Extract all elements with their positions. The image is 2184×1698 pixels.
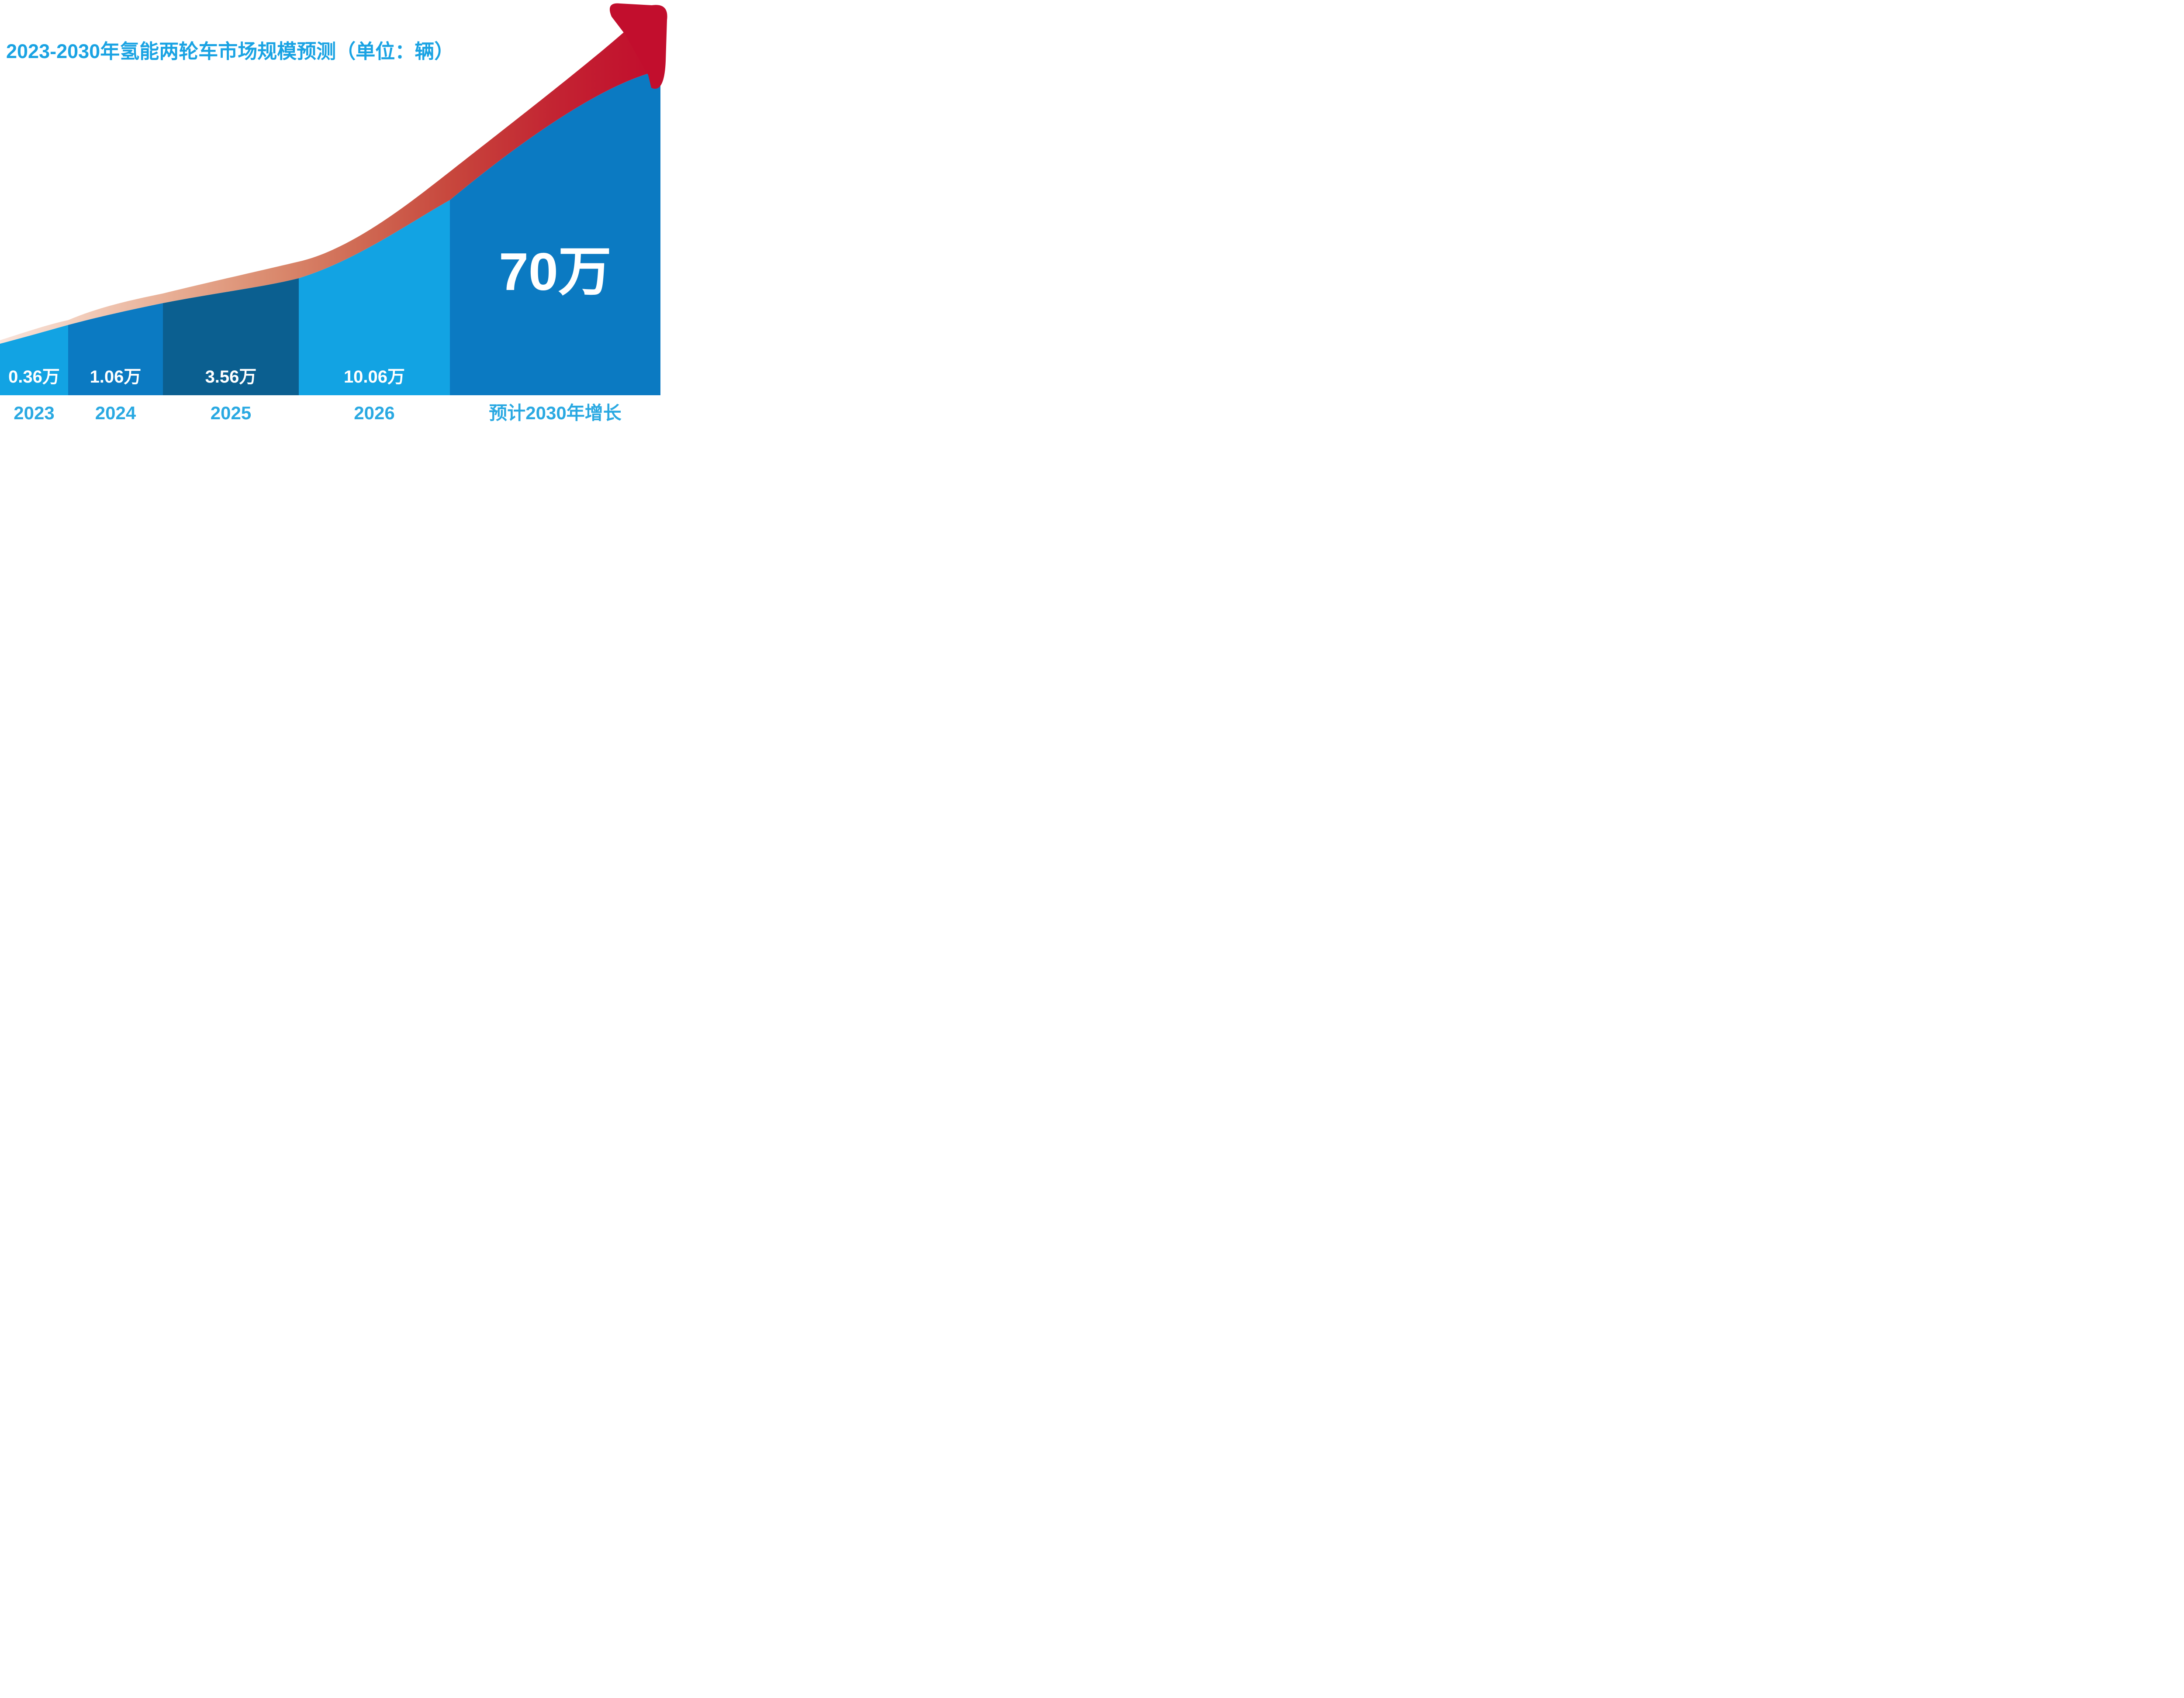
chart-canvas: 2023-2030年氢能两轮车市场规模预测（单位：辆） 0.36万 1.06万 … [0, 0, 667, 424]
growth-area-chart [0, 3, 667, 395]
bar-segment-2025 [163, 278, 299, 395]
x-axis-label-2024: 2024 [95, 403, 136, 423]
growth-arrow-head [609, 3, 667, 89]
bar-segment-2026 [299, 200, 450, 395]
x-axis-label-2026: 2026 [354, 403, 395, 423]
bar-value-label-2023: 0.36万 [8, 367, 60, 387]
bar-segment-2030 [450, 70, 660, 395]
x-axis-label-2025: 2025 [210, 403, 252, 423]
growth-arrow-icon [0, 3, 667, 344]
bar-value-label-2024: 1.06万 [90, 367, 142, 387]
x-axis-label-2023: 2023 [14, 403, 55, 423]
bar-value-label-2026: 10.06万 [343, 367, 405, 387]
chart-title: 2023-2030年氢能两轮车市场规模预测（单位：辆） [6, 40, 454, 62]
bar-value-label-2025: 3.56万 [205, 367, 257, 387]
bar-value-label-2030: 70万 [499, 242, 612, 301]
bar-segment-2023 [0, 325, 68, 395]
bar-segment-2024 [68, 303, 163, 395]
x-axis-label-2030-forecast: 预计2030年增长 [489, 403, 622, 423]
